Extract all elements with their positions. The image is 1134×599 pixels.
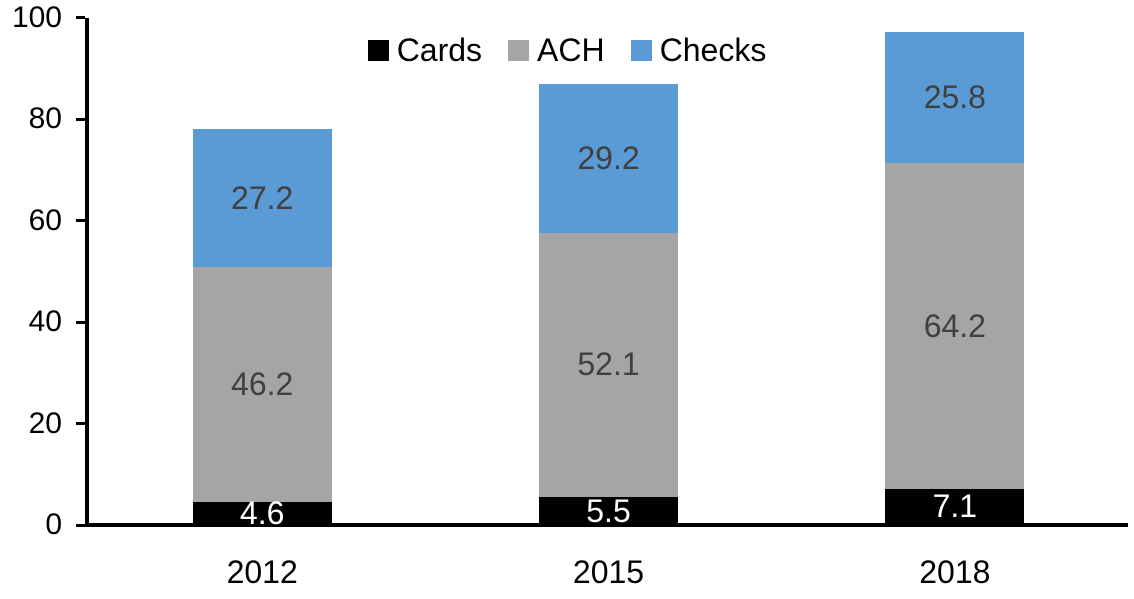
y-axis-tick [76,16,85,19]
x-axis-label-2015: 2015 [572,554,645,590]
y-axis-tick-label: 100 [11,0,62,34]
legend-item-checks: Checks [630,32,767,68]
bar-segment-ach-2018 [885,163,1025,489]
chart-legend: Cards ACH Checks [0,34,1134,66]
legend-item-ach: ACH [508,34,605,66]
y-axis-tick-label: 40 [28,305,62,338]
x-axis-line [85,523,1128,527]
legend-item-cards: Cards [367,32,483,68]
bar-segment-cards-2018 [885,488,1025,525]
y-axis-line [85,17,89,527]
bar-segment-cards-2015 [539,497,678,525]
y-axis-tick [76,117,85,121]
legend-swatch-cards-icon [367,39,389,61]
x-axis-label-2018: 2018 [919,554,991,590]
y-axis-tick [76,219,85,222]
y-axis-tick-label: 0 [45,508,62,541]
legend-label-checks: Checks [659,32,767,68]
bar-segment-checks-2012 [192,129,332,268]
legend-label-cards: Cards [396,32,483,68]
legend-swatch-ach-icon [508,39,530,61]
y-axis-tick [76,320,85,324]
bar-segment-ach-2012 [192,267,332,502]
legend-label-ach: ACH [537,32,605,68]
y-axis-tick [76,523,85,527]
bar-segment-checks-2018 [885,32,1025,164]
bar-segment-ach-2015 [539,232,678,498]
y-axis-tick-label: 80 [28,102,62,135]
y-axis-tick-label: 60 [28,203,62,237]
y-axis-tick-label: 20 [28,406,62,440]
x-axis-label-2012: 2012 [226,554,298,590]
y-axis-tick [76,422,85,425]
bar-segment-cards-2012 [192,501,332,525]
bar-segment-checks-2015 [539,84,678,233]
legend-swatch-checks-icon [630,39,652,61]
